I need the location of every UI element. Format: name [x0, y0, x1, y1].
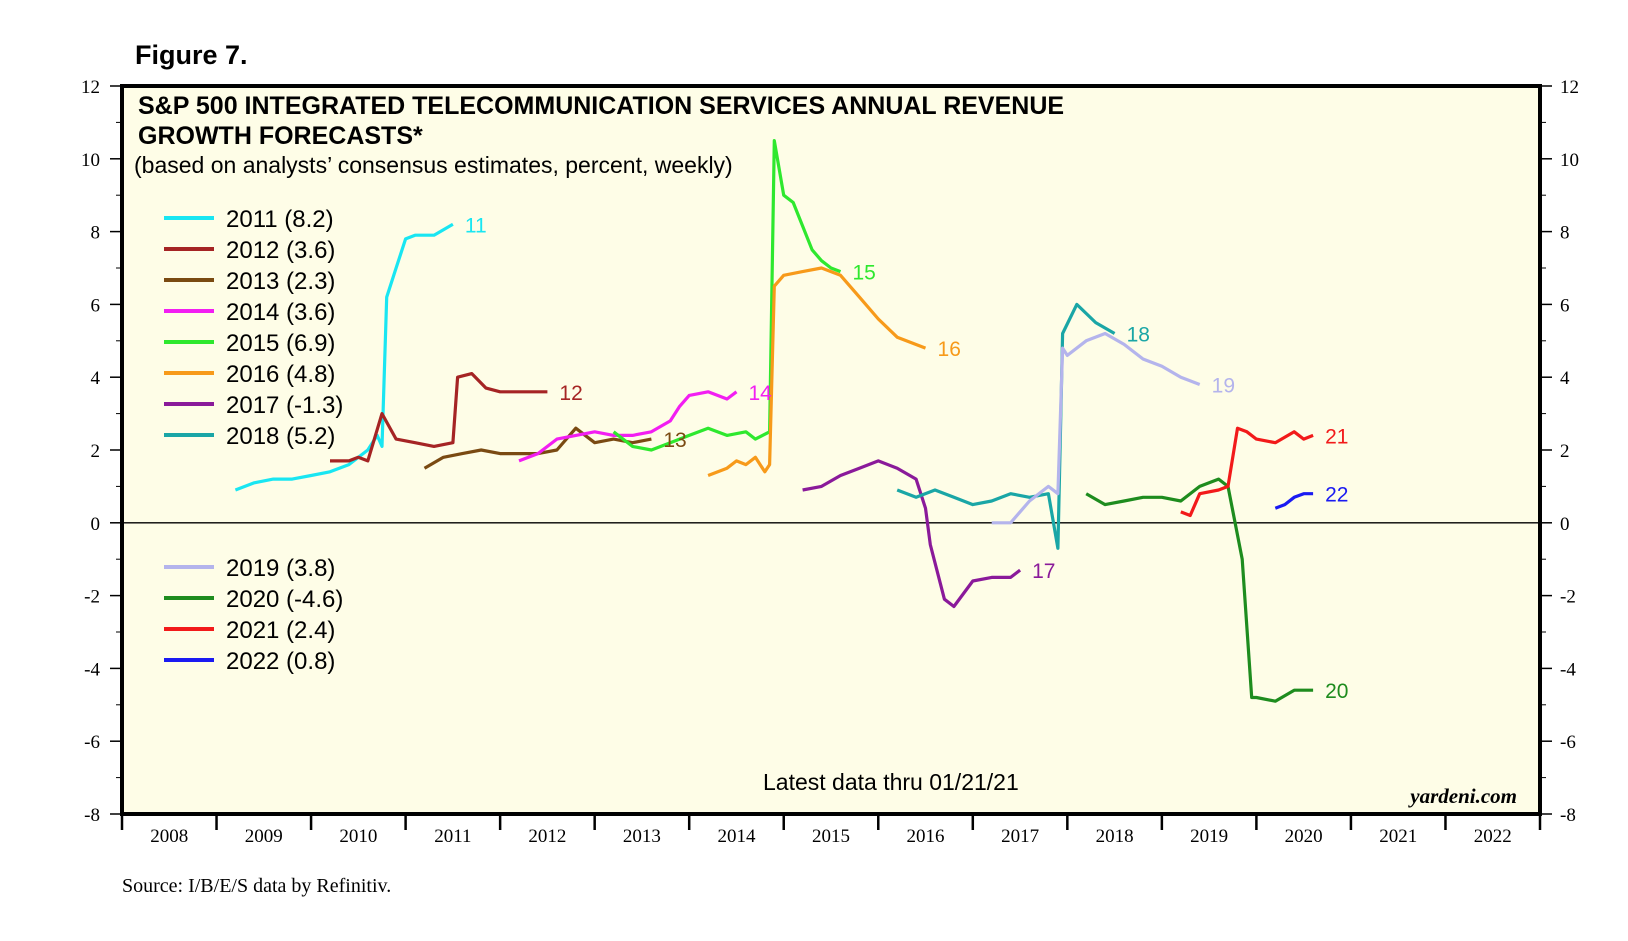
legend-label: 2011 (8.2)	[226, 206, 334, 233]
y-tick-label-right: 6	[1560, 295, 1570, 316]
legend-label: 2020 (-4.6)	[226, 586, 343, 613]
end-label-2019: 19	[1212, 374, 1235, 397]
x-tick-label: 2013	[623, 826, 661, 847]
series-layer	[234, 139, 1314, 703]
x-tick-label: 2011	[434, 826, 471, 847]
x-tick-label: 2012	[528, 826, 566, 847]
latest-data-note: Latest data thru 01/21/21	[763, 769, 1019, 795]
series-line-2015	[612, 139, 842, 452]
end-label-2021: 21	[1325, 425, 1348, 448]
source-note: Source: I/B/E/S data by Refinitiv.	[122, 875, 392, 897]
x-tick-label: 2016	[907, 826, 945, 847]
legend-label: 2018 (5.2)	[226, 423, 335, 450]
y-tick-label-right: -2	[1560, 587, 1576, 608]
end-label-2013: 13	[663, 429, 686, 452]
y-tick-label-left: -6	[84, 732, 100, 753]
series-line-2016	[707, 266, 927, 477]
x-tick-label: 2018	[1096, 826, 1134, 847]
y-tick-label-right: -6	[1560, 732, 1576, 753]
y-tick-label-left: -8	[84, 805, 100, 826]
x-tick-label: 2019	[1190, 826, 1228, 847]
chart-title-line2: GROWTH FORECASTS*	[138, 122, 423, 150]
legend-label: 2017 (-1.3)	[226, 392, 343, 419]
y-tick-label-right: -8	[1560, 805, 1576, 826]
end-label-2022: 22	[1325, 484, 1348, 507]
legend-label: 2016 (4.8)	[226, 361, 335, 388]
series-line-2020	[1085, 477, 1314, 703]
y-tick-label-right: 2	[1560, 441, 1570, 462]
series-line-2018	[896, 302, 1116, 550]
x-tick-label: 2020	[1285, 826, 1323, 847]
y-tick-label-left: 2	[91, 441, 101, 462]
y-tick-label-left: 8	[91, 223, 101, 244]
end-label-2016: 16	[938, 338, 961, 361]
figure-label: Figure 7.	[135, 40, 248, 70]
end-labels: 11 12 13 14 15 16 17 18 19 20 21 22	[465, 214, 1349, 703]
series-line-2022	[1274, 492, 1314, 510]
y-tick-label-right: 0	[1560, 514, 1570, 535]
series-line-2012	[330, 372, 548, 463]
plot-area	[120, 84, 1542, 816]
y-tick-label-left: 4	[91, 368, 101, 389]
legend-label: 2013 (2.3)	[226, 268, 335, 295]
y-tick-label-right: 12	[1560, 77, 1579, 98]
series-line-2019	[991, 331, 1201, 525]
end-label-2011: 11	[465, 214, 487, 237]
x-tick-label: 2009	[245, 826, 283, 847]
y-tick-label-right: 10	[1560, 150, 1579, 171]
y-tick-label-left: -4	[84, 659, 100, 680]
end-label-2020: 20	[1325, 680, 1348, 703]
y-tick-label-right: 8	[1560, 223, 1570, 244]
y-tick-label-right: 4	[1560, 368, 1570, 389]
series-line-2017	[802, 459, 1022, 609]
legend-label: 2019 (3.8)	[226, 555, 335, 582]
y-tick-label-left: -2	[84, 587, 100, 608]
x-tick-label: 2008	[150, 826, 188, 847]
y-tick-label-left: 10	[81, 150, 100, 171]
end-label-2012: 12	[559, 382, 582, 405]
legend-top: 2011 (8.2) 2012 (3.6) 2013 (2.3) 2014 (3.6)…	[164, 206, 343, 450]
legend-label: 2012 (3.6)	[226, 237, 335, 264]
legend-bottom: 2019 (3.8) 2020 (-4.6) 2021 (2.4) 2022 (0.8…	[164, 555, 343, 675]
legend-label: 2021 (2.4)	[226, 617, 335, 644]
y-tick-label-right: -4	[1560, 659, 1576, 680]
chart-subtitle: (based on analysts’ consensus estimates,…	[134, 152, 733, 178]
end-label-2015: 15	[852, 262, 875, 285]
x-tick-label: 2014	[717, 826, 756, 847]
y-tick-label-left: 12	[81, 77, 100, 98]
end-label-2014: 14	[748, 382, 772, 405]
x-tick-label: 2022	[1474, 826, 1512, 847]
x-tick-label: 2021	[1379, 826, 1417, 847]
x-tick-label: 2017	[1001, 826, 1039, 847]
series-line-2014	[518, 390, 738, 463]
y-tick-label-left: 0	[91, 514, 101, 535]
end-label-2017: 17	[1032, 560, 1055, 583]
legend-label: 2022 (0.8)	[226, 648, 335, 675]
y-tick-label-left: 6	[91, 295, 101, 316]
x-tick-label: 2010	[339, 826, 377, 847]
legend-label: 2014 (3.6)	[226, 299, 335, 326]
series-line-2021	[1180, 426, 1314, 518]
chart-title: S&P 500 INTEGRATED TELECOMMUNICATION SER…	[138, 92, 1064, 120]
legend-label: 2015 (6.9)	[226, 330, 335, 357]
brand-label: yardeni.com	[1407, 784, 1517, 808]
x-tick-label: 2015	[812, 826, 850, 847]
end-label-2018: 18	[1127, 324, 1150, 347]
